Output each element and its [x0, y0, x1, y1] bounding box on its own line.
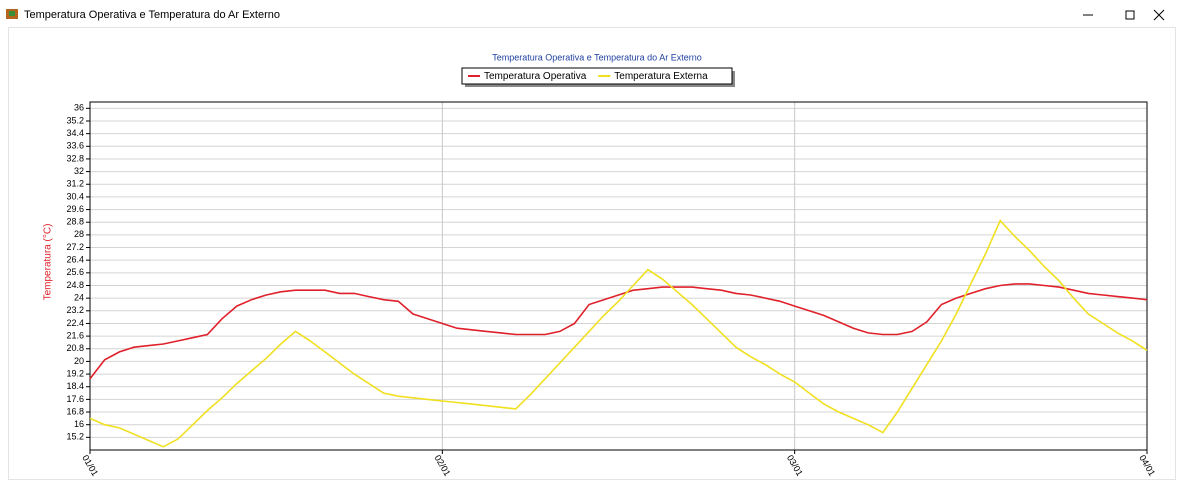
- y-tick-label: 23.2: [66, 305, 84, 315]
- y-tick-label: 31.2: [66, 179, 84, 189]
- app-icon-inner: [9, 11, 15, 16]
- y-tick-label: 18.4: [66, 381, 84, 391]
- legend-label: Temperatura Externa: [614, 71, 708, 82]
- y-tick-label: 16.8: [66, 406, 84, 416]
- restore-button[interactable]: [1125, 10, 1135, 20]
- y-tick-label: 24.8: [66, 280, 84, 290]
- series-line: [89, 219, 1148, 448]
- y-tick-label: 25.6: [66, 267, 84, 277]
- y-tick-label: 35.2: [66, 115, 84, 125]
- series-line: [89, 283, 1148, 380]
- y-tick-label: 20: [74, 356, 84, 366]
- y-tick-label: 28.8: [66, 217, 84, 227]
- y-tick-label: 16: [74, 419, 84, 429]
- y-tick-label: 32.8: [66, 153, 84, 163]
- plot-border: [89, 101, 1148, 451]
- plot-area: [90, 102, 1147, 450]
- chart-title: Temperatura Operativa e Temperatura do A…: [492, 52, 701, 62]
- y-tick-label: 21.6: [66, 330, 84, 340]
- y-tick-label: 27.2: [66, 242, 84, 252]
- y-tick-label: 22.4: [66, 318, 84, 328]
- y-tick-label: 15.2: [66, 432, 84, 442]
- legend-label: Temperatura Operativa: [484, 71, 587, 82]
- y-tick-label: 33.6: [66, 141, 84, 151]
- y-tick-label: 26.4: [66, 255, 84, 265]
- y-tick-label: 30.4: [66, 191, 84, 201]
- y-tick-label: 34.4: [66, 128, 84, 138]
- y-axis-label: Temperatura (°C): [43, 224, 54, 301]
- y-tick-label: 28: [74, 229, 84, 239]
- legend: Temperatura Operativa Temperatura Externa: [461, 67, 735, 87]
- y-tick-label: 29.6: [66, 204, 84, 214]
- y-tick-label: 20.8: [66, 343, 84, 353]
- legend-box: [461, 67, 733, 85]
- y-tick-label: 24: [74, 293, 84, 303]
- window-title: Temperatura Operativa e Temperatura do A…: [24, 9, 280, 21]
- close-button[interactable]: [1153, 9, 1165, 21]
- y-tick-label: 36: [74, 103, 84, 113]
- y-tick-label: 17.6: [66, 394, 84, 404]
- y-tick-label: 32: [74, 166, 84, 176]
- y-tick-label: 19.2: [66, 368, 84, 378]
